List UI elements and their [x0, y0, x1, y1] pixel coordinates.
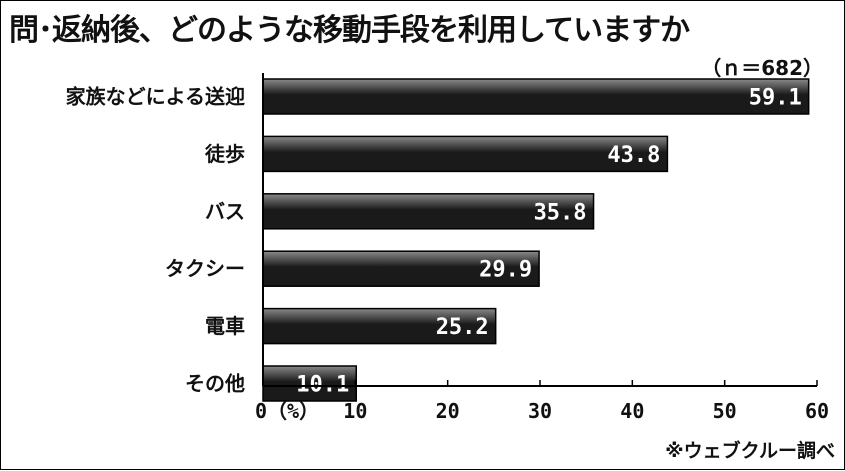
- sample-size-note: （ｎ＝682）: [701, 56, 823, 80]
- x-tick-label: 0（%）: [255, 399, 319, 423]
- bar-value-label: 59.1: [749, 86, 802, 111]
- x-tick-label: 30: [528, 399, 552, 423]
- bar-value-label: 29.9: [479, 258, 532, 283]
- category-label: 家族などによる送迎: [66, 85, 245, 109]
- bar-value-label: 35.8: [534, 200, 587, 225]
- bar: [262, 135, 669, 173]
- chart-title: 問･返納後、どのような移動手段を利用していますか: [9, 13, 690, 48]
- x-tick-label: 10: [343, 399, 367, 423]
- bar: [262, 250, 540, 287]
- x-tick-label: 50: [713, 399, 737, 423]
- bar-value-label: 25.2: [436, 315, 489, 340]
- x-tick-label: 60: [805, 399, 829, 423]
- category-label: 徒歩: [204, 142, 245, 166]
- category-label: その他: [185, 372, 245, 396]
- bar: [262, 307, 497, 345]
- category-label: タクシー: [165, 257, 245, 281]
- category-label: 電車: [205, 314, 245, 338]
- bar: [262, 78, 810, 115]
- x-tick-label: 20: [436, 399, 460, 423]
- source-note: ※ウェブクルー調べ: [665, 439, 835, 462]
- x-tick-label: 40: [620, 399, 644, 423]
- category-label: バス: [205, 199, 245, 223]
- bar: [262, 193, 595, 230]
- bar-value-label: 43.8: [607, 143, 660, 168]
- bar: [262, 365, 358, 402]
